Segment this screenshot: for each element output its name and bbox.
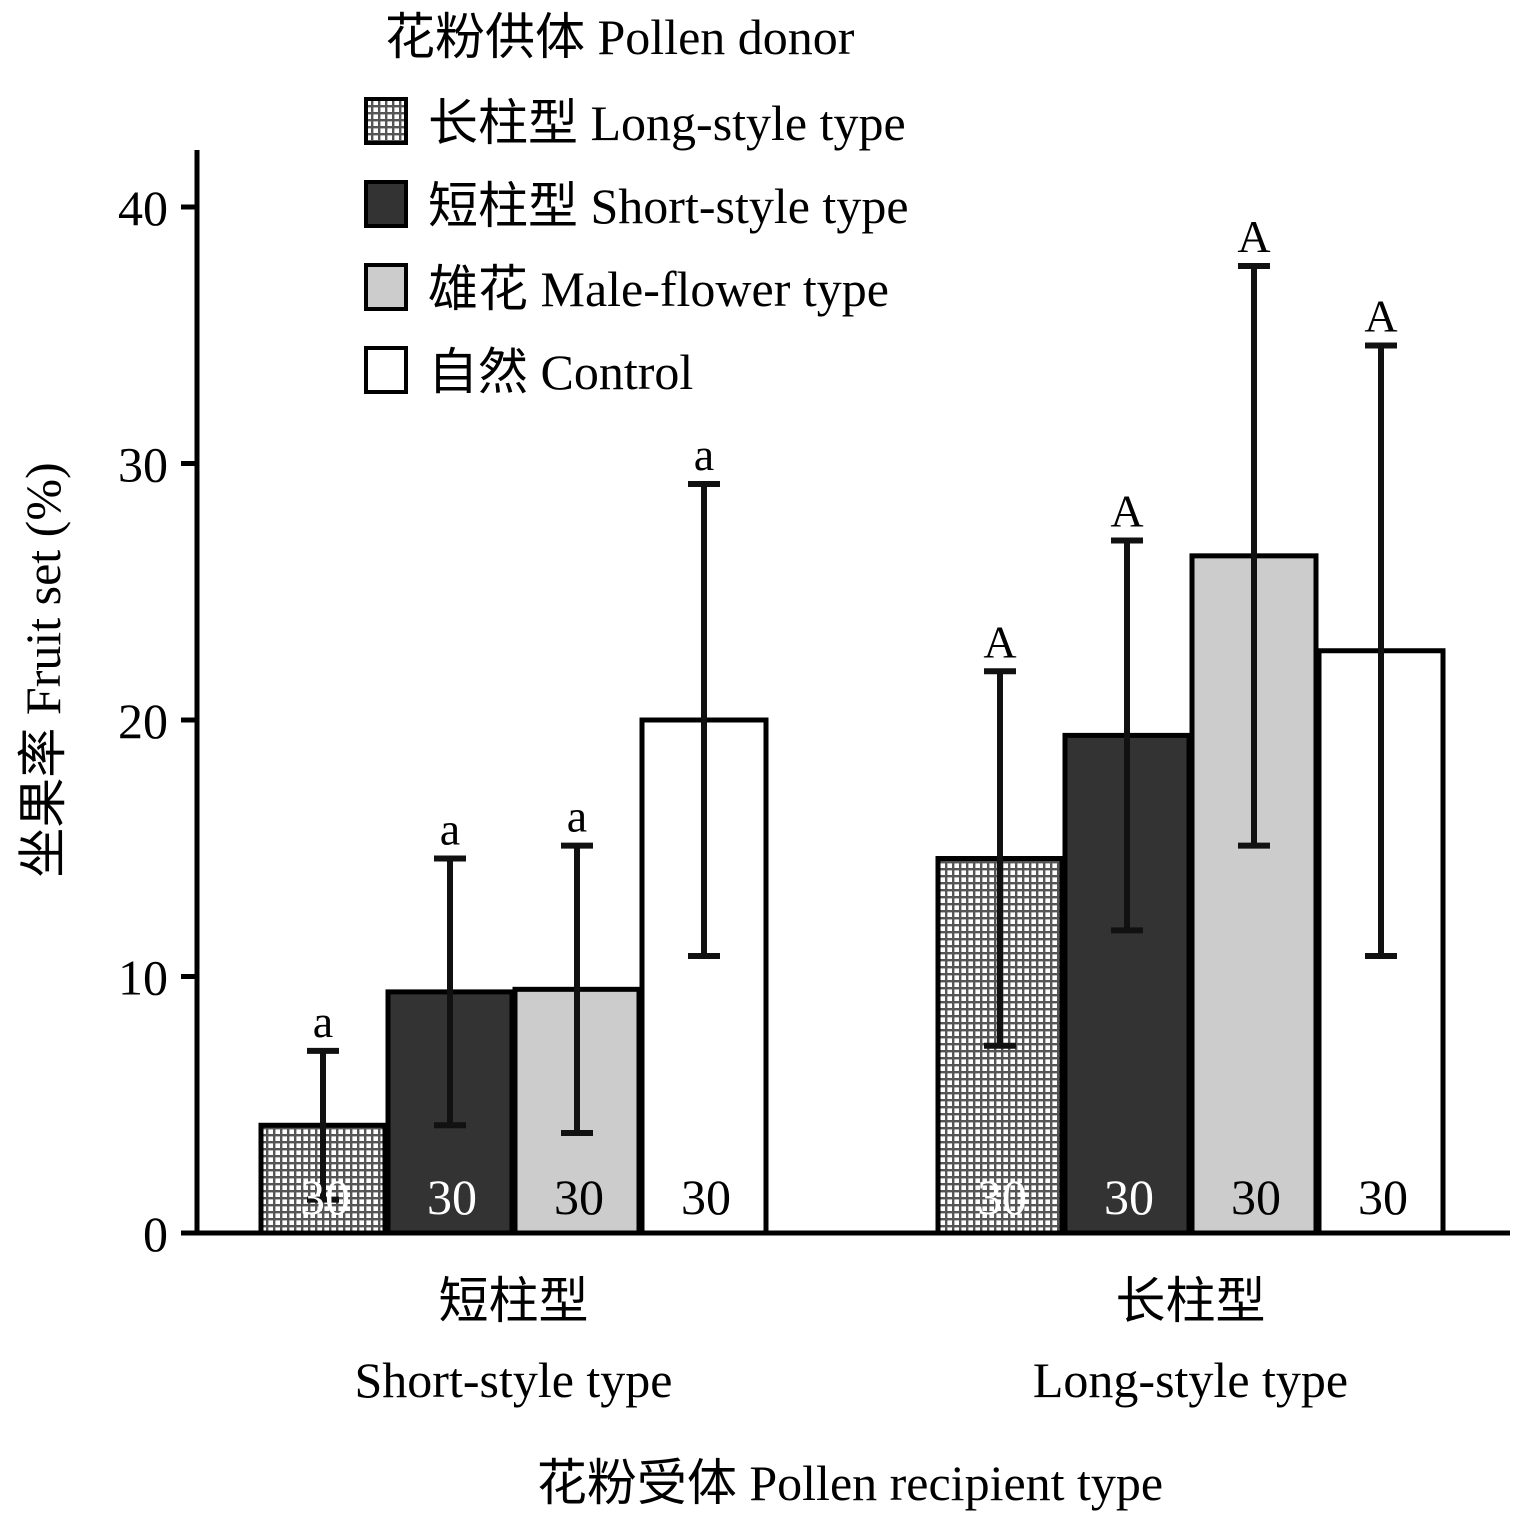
significance-letter: a bbox=[567, 791, 587, 842]
sample-size-label: 30 bbox=[300, 1169, 350, 1225]
y-tick-label: 20 bbox=[118, 693, 168, 749]
legend-entry: 雄花 Male-flower type bbox=[428, 261, 889, 317]
significance-letter: A bbox=[1364, 291, 1397, 342]
legend-swatch bbox=[364, 180, 408, 228]
x-category-label-zh: 长柱型 bbox=[1116, 1273, 1266, 1329]
significance-letter: a bbox=[313, 996, 333, 1047]
sample-size-label: 30 bbox=[681, 1169, 731, 1225]
significance-letter: A bbox=[1110, 485, 1143, 536]
significance-letter: A bbox=[1237, 211, 1270, 262]
legend-title: 花粉供体 Pollen donor bbox=[385, 9, 855, 65]
legend: 花粉供体 Pollen donor 长柱型 Long-style type 短柱型… bbox=[364, 9, 909, 400]
sample-size-label: 30 bbox=[1358, 1169, 1408, 1225]
legend-entry: 长柱型 Long-style type bbox=[428, 95, 906, 151]
y-tick-label: 10 bbox=[118, 950, 168, 1006]
plot-area: a 30 A 30 a 30 A 30 a 30 A 30 a 30 A 30 bbox=[258, 211, 1446, 1236]
x-axis-title: 花粉受体 Pollen recipient type bbox=[537, 1455, 1163, 1511]
x-category-label-zh: 短柱型 bbox=[439, 1273, 589, 1329]
bar bbox=[1062, 732, 1192, 1236]
y-tick-label: 30 bbox=[118, 437, 168, 493]
legend-swatch bbox=[364, 263, 408, 311]
sample-size-label: 30 bbox=[977, 1169, 1027, 1225]
y-axis-ticks: 0 10 20 30 40 bbox=[118, 180, 197, 1262]
sample-size-label: 30 bbox=[1231, 1169, 1281, 1225]
x-category-label-en: Short-style type bbox=[354, 1352, 672, 1408]
x-category-label-en: Long-style type bbox=[1033, 1352, 1348, 1408]
legend-swatch bbox=[364, 97, 408, 145]
sample-size-label: 30 bbox=[1104, 1169, 1154, 1225]
significance-letter: a bbox=[440, 804, 460, 855]
significance-letter: A bbox=[983, 616, 1016, 667]
x-axis-categories: 短柱型 Short-style type 长柱型 Long-style type bbox=[354, 1273, 1348, 1408]
y-axis-title: 坐果率 Fruit set (%) bbox=[15, 462, 71, 877]
y-tick-label: 40 bbox=[118, 180, 168, 236]
legend-entry: 短柱型 Short-style type bbox=[428, 178, 909, 234]
y-tick-label: 0 bbox=[143, 1206, 168, 1262]
legend-swatch bbox=[364, 346, 408, 394]
sample-size-label: 30 bbox=[427, 1169, 477, 1225]
significance-letter: a bbox=[694, 429, 714, 480]
sample-size-label: 30 bbox=[554, 1169, 604, 1225]
legend-entry: 自然 Control bbox=[428, 344, 693, 400]
